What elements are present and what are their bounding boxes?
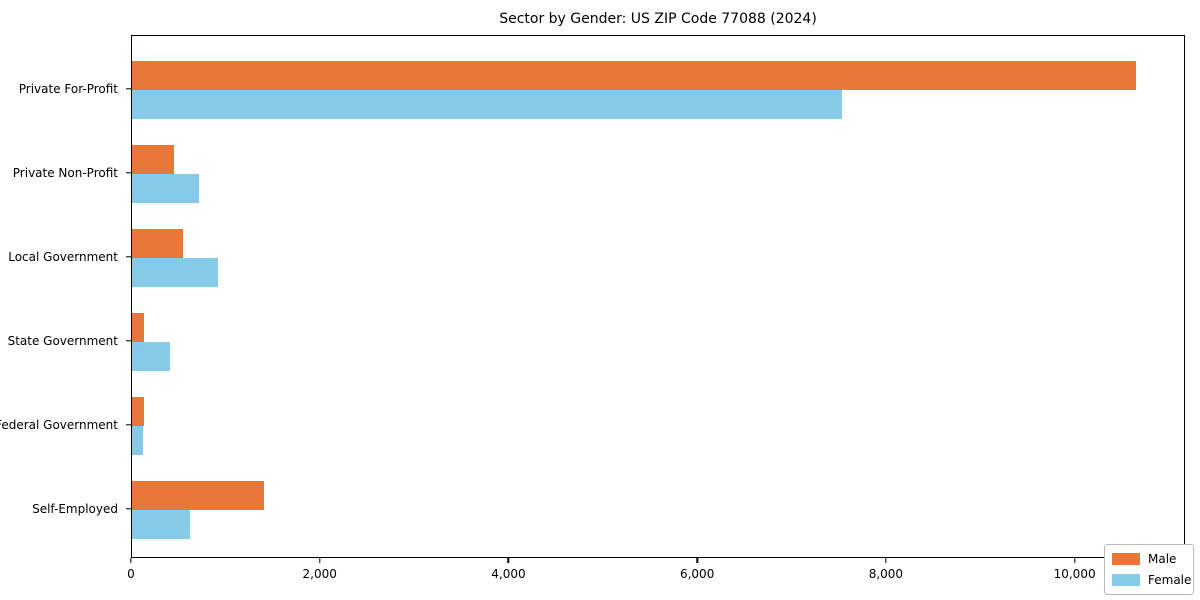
x-tick-label: 2,000 [302,567,337,581]
bar-female-private-for-profit [132,90,843,119]
y-tick-label: State Government [7,333,118,348]
x-tick-label: 0 [127,567,135,581]
y-tick-label: Private For-Profit [18,82,118,96]
x-tick-mark [1073,558,1076,563]
bar-female-state-government [132,341,171,371]
x-tick-mark [130,558,132,563]
bar-female-private-non-profit [132,173,199,203]
y-tick-label: Local Government [8,249,118,264]
legend-item-female: Female [1112,573,1191,587]
legend-item-male: Male [1112,552,1185,566]
y-tick-label: Private Non-Profit [12,165,118,180]
chart-title: Sector by Gender: US ZIP Code 77088 (202… [499,11,817,27]
legend-label-female: Female [1148,573,1192,587]
y-tick-mark [126,88,131,90]
bar-female-local-government [132,257,218,287]
plot-area [131,35,1185,558]
male-swatch-icon [1112,553,1140,565]
x-tick-mark [885,558,887,563]
x-tick-mark [696,558,698,563]
y-tick-mark [126,507,131,510]
bar-female-self-employed [132,509,190,539]
bar-male-self-employed [132,480,264,510]
bar-female-federal-government [132,425,143,455]
x-tick-mark [507,558,510,563]
bar-male-private-non-profit [132,144,174,174]
y-tick-mark [126,172,131,174]
bar-male-private-for-profit [132,61,1136,90]
x-tick-label: 4,000 [491,567,526,581]
x-tick-label: 6,000 [679,567,715,581]
x-tick-label: 10,000 [1053,567,1096,581]
y-tick-mark [126,423,131,426]
bar-male-federal-government [132,396,145,426]
y-tick-label: Federal Government [0,417,118,432]
x-tick-label: 8,000 [868,567,904,581]
y-tick-label: Self-Employed [32,501,118,516]
legend-label-male: Male [1148,552,1177,566]
bar-male-local-government [132,228,183,258]
y-tick-mark [126,256,131,258]
legend: Male Female [1104,544,1194,595]
female-swatch-icon [1112,574,1140,586]
x-tick-mark [319,558,321,563]
y-tick-mark [126,339,131,342]
bar-male-state-government [132,312,144,342]
